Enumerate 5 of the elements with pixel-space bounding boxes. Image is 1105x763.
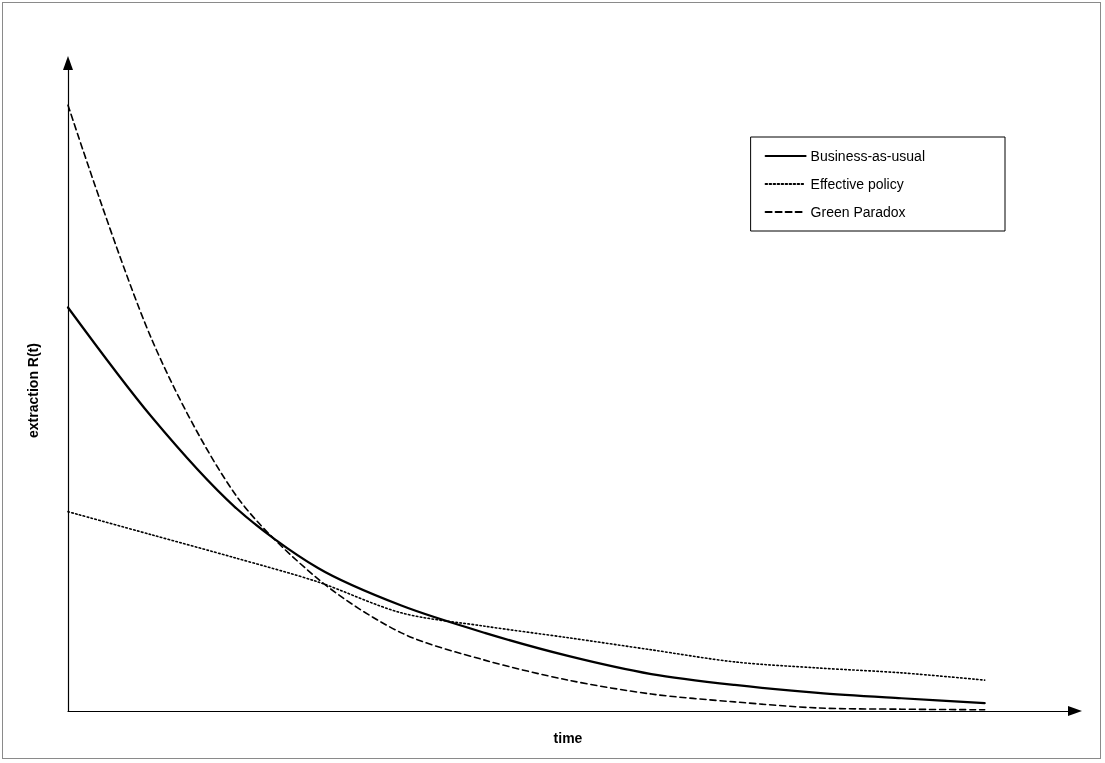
legend-label: Green Paradox [810,204,906,220]
legend-label: Effective policy [810,176,904,192]
y-axis-title: extraction R(t) [25,343,41,438]
x-axis-title: time [553,730,583,746]
legend-label: Business-as-usual [810,148,925,164]
